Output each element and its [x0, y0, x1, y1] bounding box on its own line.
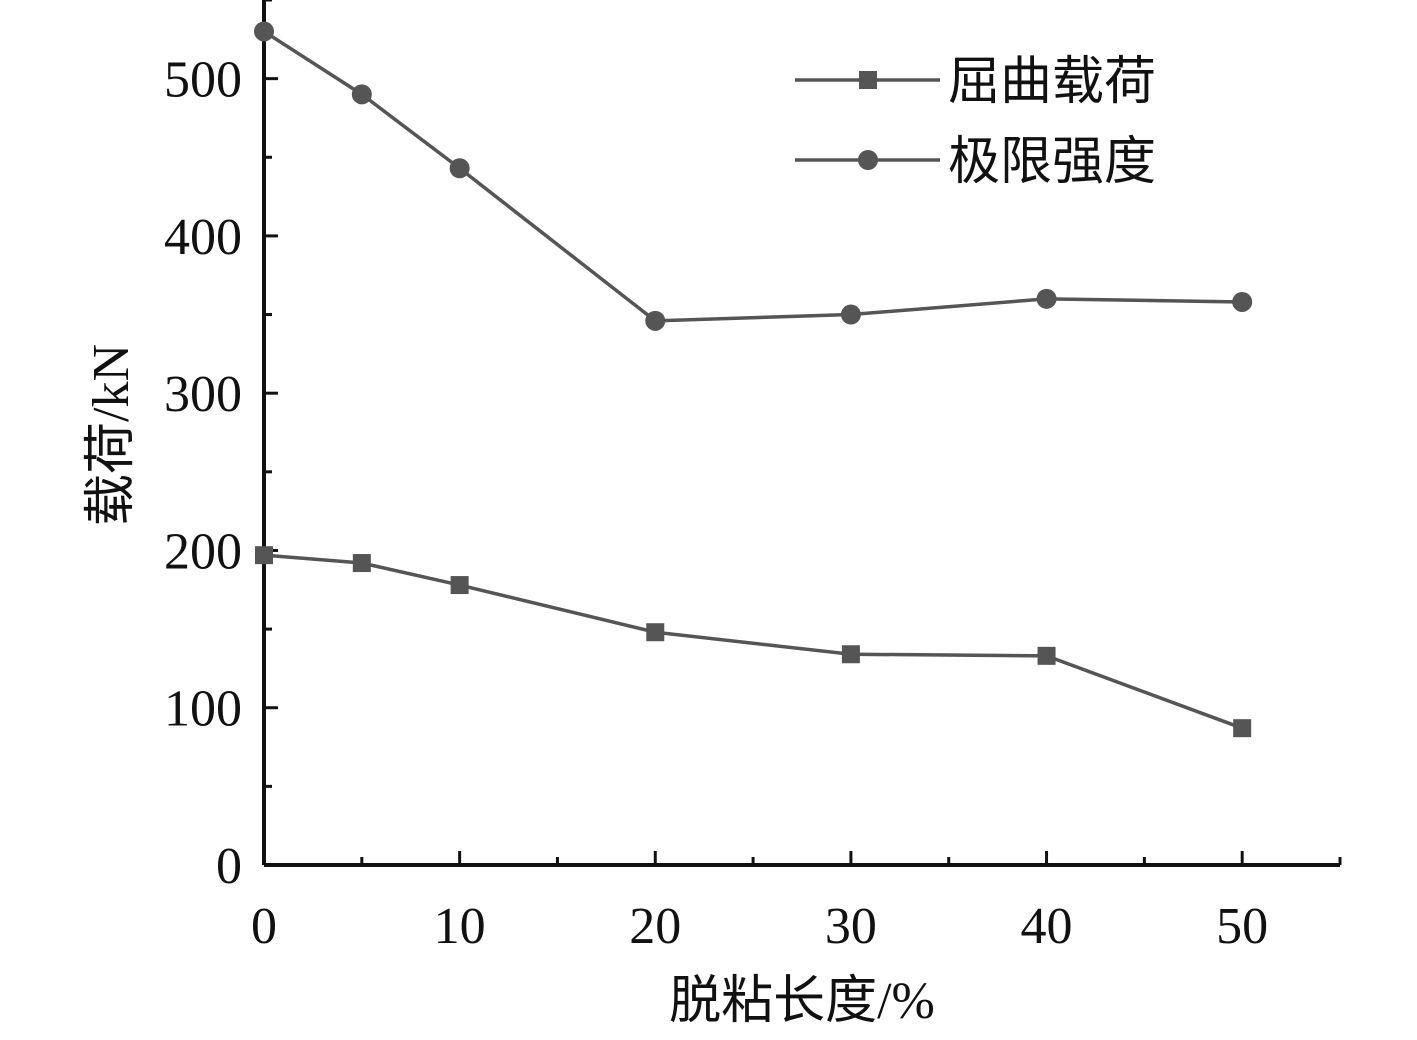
data-point-square	[255, 546, 273, 565]
x-tick-label: 50	[1216, 898, 1268, 955]
data-point-square	[1037, 646, 1056, 665]
x-tick-label: 30	[825, 898, 877, 955]
data-point-square	[352, 554, 371, 573]
legend-entry-1: 屈曲载荷	[795, 54, 1156, 111]
legend-marker-square	[859, 71, 877, 89]
y-tick-label: 400	[164, 209, 242, 266]
data-point-square	[1233, 719, 1252, 738]
series-2	[254, 21, 1253, 331]
legend-label: 极限强度	[948, 134, 1156, 191]
series-line	[263, 553, 1243, 730]
data-point-circle	[645, 310, 666, 331]
data-point-square	[841, 645, 860, 664]
legend-label: 屈曲载荷	[948, 54, 1156, 111]
x-axis-title: 脱粘长度/%	[669, 973, 935, 1030]
y-tick-label: 0	[216, 838, 242, 895]
x-tick-label: 40	[1021, 898, 1073, 955]
data-point-circle	[840, 304, 861, 325]
data-point-circle	[351, 84, 372, 105]
data-point-circle	[1232, 291, 1253, 312]
x-tick-label: 10	[434, 898, 486, 955]
y-axis-title: 载荷/kN	[83, 344, 140, 526]
x-tick-label: 20	[629, 898, 681, 955]
data-point-square	[450, 576, 469, 595]
series-group	[254, 21, 1253, 738]
legend-entry-2: 极限强度	[795, 134, 1156, 191]
y-tick-label: 100	[164, 681, 242, 738]
x-tick-label: 0	[251, 898, 277, 955]
y-tick-label: 500	[164, 52, 242, 109]
data-point-circle	[254, 21, 274, 42]
data-point-square	[646, 623, 665, 642]
y-tick-label: 300	[164, 366, 242, 423]
legend-marker-circle	[858, 150, 878, 170]
data-point-circle	[449, 158, 470, 179]
data-point-circle	[1036, 288, 1057, 309]
y-tick-label: 200	[164, 523, 242, 580]
series-1	[255, 546, 1252, 738]
